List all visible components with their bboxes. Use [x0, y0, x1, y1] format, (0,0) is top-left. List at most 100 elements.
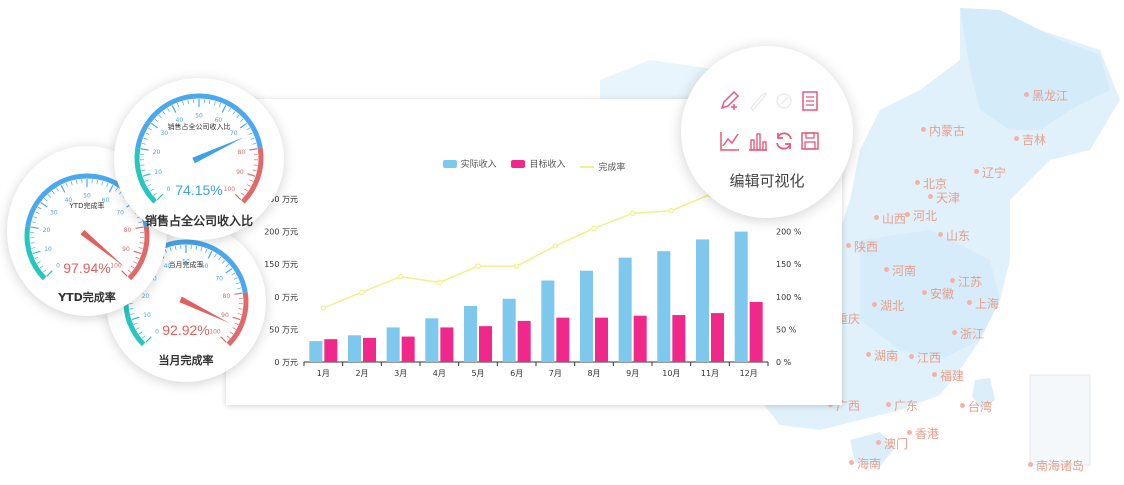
bar-target[interactable]: [440, 327, 453, 362]
gauge-tick-label: 10: [154, 169, 162, 176]
gauge-tick: [141, 149, 149, 150]
province-label[interactable]: 福建: [940, 367, 964, 384]
gauge-tick-label: 90: [236, 169, 244, 176]
province-label[interactable]: 内蒙古: [929, 122, 965, 139]
gauge-tick-label: 80: [223, 293, 231, 300]
rate-point[interactable]: [476, 264, 480, 268]
bar-actual[interactable]: [425, 318, 438, 362]
gauge-tick: [214, 101, 215, 105]
bar-target[interactable]: [363, 338, 376, 362]
bar-target[interactable]: [402, 337, 415, 362]
province-label[interactable]: 湖北: [880, 297, 904, 314]
bar-target[interactable]: [479, 326, 492, 362]
province-label[interactable]: 辽宁: [982, 164, 1006, 181]
map-dot: [938, 232, 943, 237]
bar-actual[interactable]: [503, 299, 516, 362]
rate-point[interactable]: [669, 209, 673, 213]
brush-icon[interactable]: [747, 90, 769, 112]
gauge-tick: [236, 283, 240, 284]
gauge-tick: [167, 108, 169, 111]
province-label[interactable]: 河南: [892, 262, 916, 279]
gauge-tick: [159, 115, 162, 118]
y-axis-left-tick-label: 0 万元: [274, 358, 298, 367]
rate-point[interactable]: [514, 264, 518, 268]
rate-point[interactable]: [398, 274, 402, 278]
province-label[interactable]: 江西: [917, 349, 941, 366]
province-label[interactable]: 浙江: [960, 325, 984, 342]
gauge-tick: [142, 143, 146, 144]
bar-actual[interactable]: [387, 327, 400, 362]
province-label[interactable]: 海南: [857, 455, 881, 472]
gauge-tick: [175, 246, 176, 250]
gauge-tick: [136, 257, 140, 259]
rate-point[interactable]: [553, 244, 557, 248]
bar-target[interactable]: [634, 316, 647, 362]
province-label[interactable]: 天津: [936, 189, 960, 206]
province-label[interactable]: 台湾: [968, 398, 992, 415]
rate-point[interactable]: [592, 226, 596, 230]
line-chart-icon[interactable]: [719, 130, 741, 152]
bar-target[interactable]: [750, 302, 763, 362]
map-dot: [884, 267, 889, 272]
province-label[interactable]: 江苏: [958, 273, 982, 290]
gauge-tick: [139, 248, 143, 249]
rate-point[interactable]: [630, 211, 634, 215]
rate-point[interactable]: [437, 280, 441, 284]
bar-target[interactable]: [324, 339, 337, 362]
bar-chart-icon[interactable]: [747, 130, 769, 152]
bar-actual[interactable]: [348, 335, 361, 362]
rate-point[interactable]: [321, 306, 325, 310]
bar-actual[interactable]: [619, 258, 632, 362]
province-label[interactable]: 陕西: [854, 238, 878, 255]
x-axis-tick-label: 2月: [355, 369, 368, 378]
brush-refresh-icon[interactable]: [773, 90, 795, 112]
map-dot: [922, 290, 927, 295]
gauge-tick: [48, 194, 51, 197]
y-axis-right-tick-label: 200 %: [776, 228, 802, 237]
province-label[interactable]: 山西: [882, 210, 906, 227]
gauge-tick: [251, 138, 255, 139]
province-label[interactable]: 山东: [946, 227, 970, 244]
province-label[interactable]: 湖南: [874, 347, 898, 364]
province-label[interactable]: 黑龙江: [1032, 87, 1068, 104]
x-axis-tick-label: 1月: [317, 369, 330, 378]
rate-point[interactable]: [360, 290, 364, 294]
gauge-tick: [214, 254, 216, 257]
bar-target[interactable]: [556, 318, 569, 362]
province-label[interactable]: 广东: [894, 397, 918, 414]
bar-actual[interactable]: [464, 306, 477, 362]
province-label[interactable]: 河北: [913, 207, 937, 224]
gauge-tick: [201, 247, 202, 251]
refresh-icon[interactable]: [773, 130, 795, 152]
bar-target[interactable]: [595, 318, 608, 362]
bar-actual[interactable]: [735, 232, 748, 362]
province-label[interactable]: 澳门: [884, 435, 908, 452]
gauge-value: 74.15%: [114, 182, 284, 198]
bar-actual[interactable]: [309, 341, 322, 362]
bar-actual[interactable]: [580, 271, 593, 362]
save-icon[interactable]: [799, 130, 821, 152]
y-axis-right-tick-label: 50 %: [776, 325, 797, 334]
gauge-tick: [249, 149, 257, 150]
bar-actual[interactable]: [541, 281, 554, 363]
gauge-tick: [141, 170, 145, 171]
province-label[interactable]: 吉林: [1022, 131, 1046, 148]
map-dot: [932, 372, 937, 377]
bar-target[interactable]: [672, 315, 685, 362]
gauge-tick: [140, 243, 144, 244]
province-label[interactable]: 安徽: [930, 285, 954, 302]
bar-target[interactable]: [518, 321, 531, 362]
map-dot: [1014, 136, 1019, 141]
gauge-value: 92.92%: [106, 322, 266, 338]
province-label[interactable]: 南海诸岛: [1036, 457, 1084, 474]
province-label[interactable]: 香港: [915, 425, 939, 442]
gauge-tick: [143, 174, 151, 176]
document-icon[interactable]: [799, 90, 821, 112]
bar-actual[interactable]: [657, 251, 670, 362]
province-label[interactable]: 上海: [975, 295, 999, 312]
map-dot: [876, 440, 881, 445]
bar-actual[interactable]: [696, 239, 709, 362]
edit-pen-plus-icon[interactable]: [719, 90, 741, 112]
bar-target[interactable]: [711, 313, 724, 362]
toolbox-title: 编辑可视化: [681, 170, 853, 191]
